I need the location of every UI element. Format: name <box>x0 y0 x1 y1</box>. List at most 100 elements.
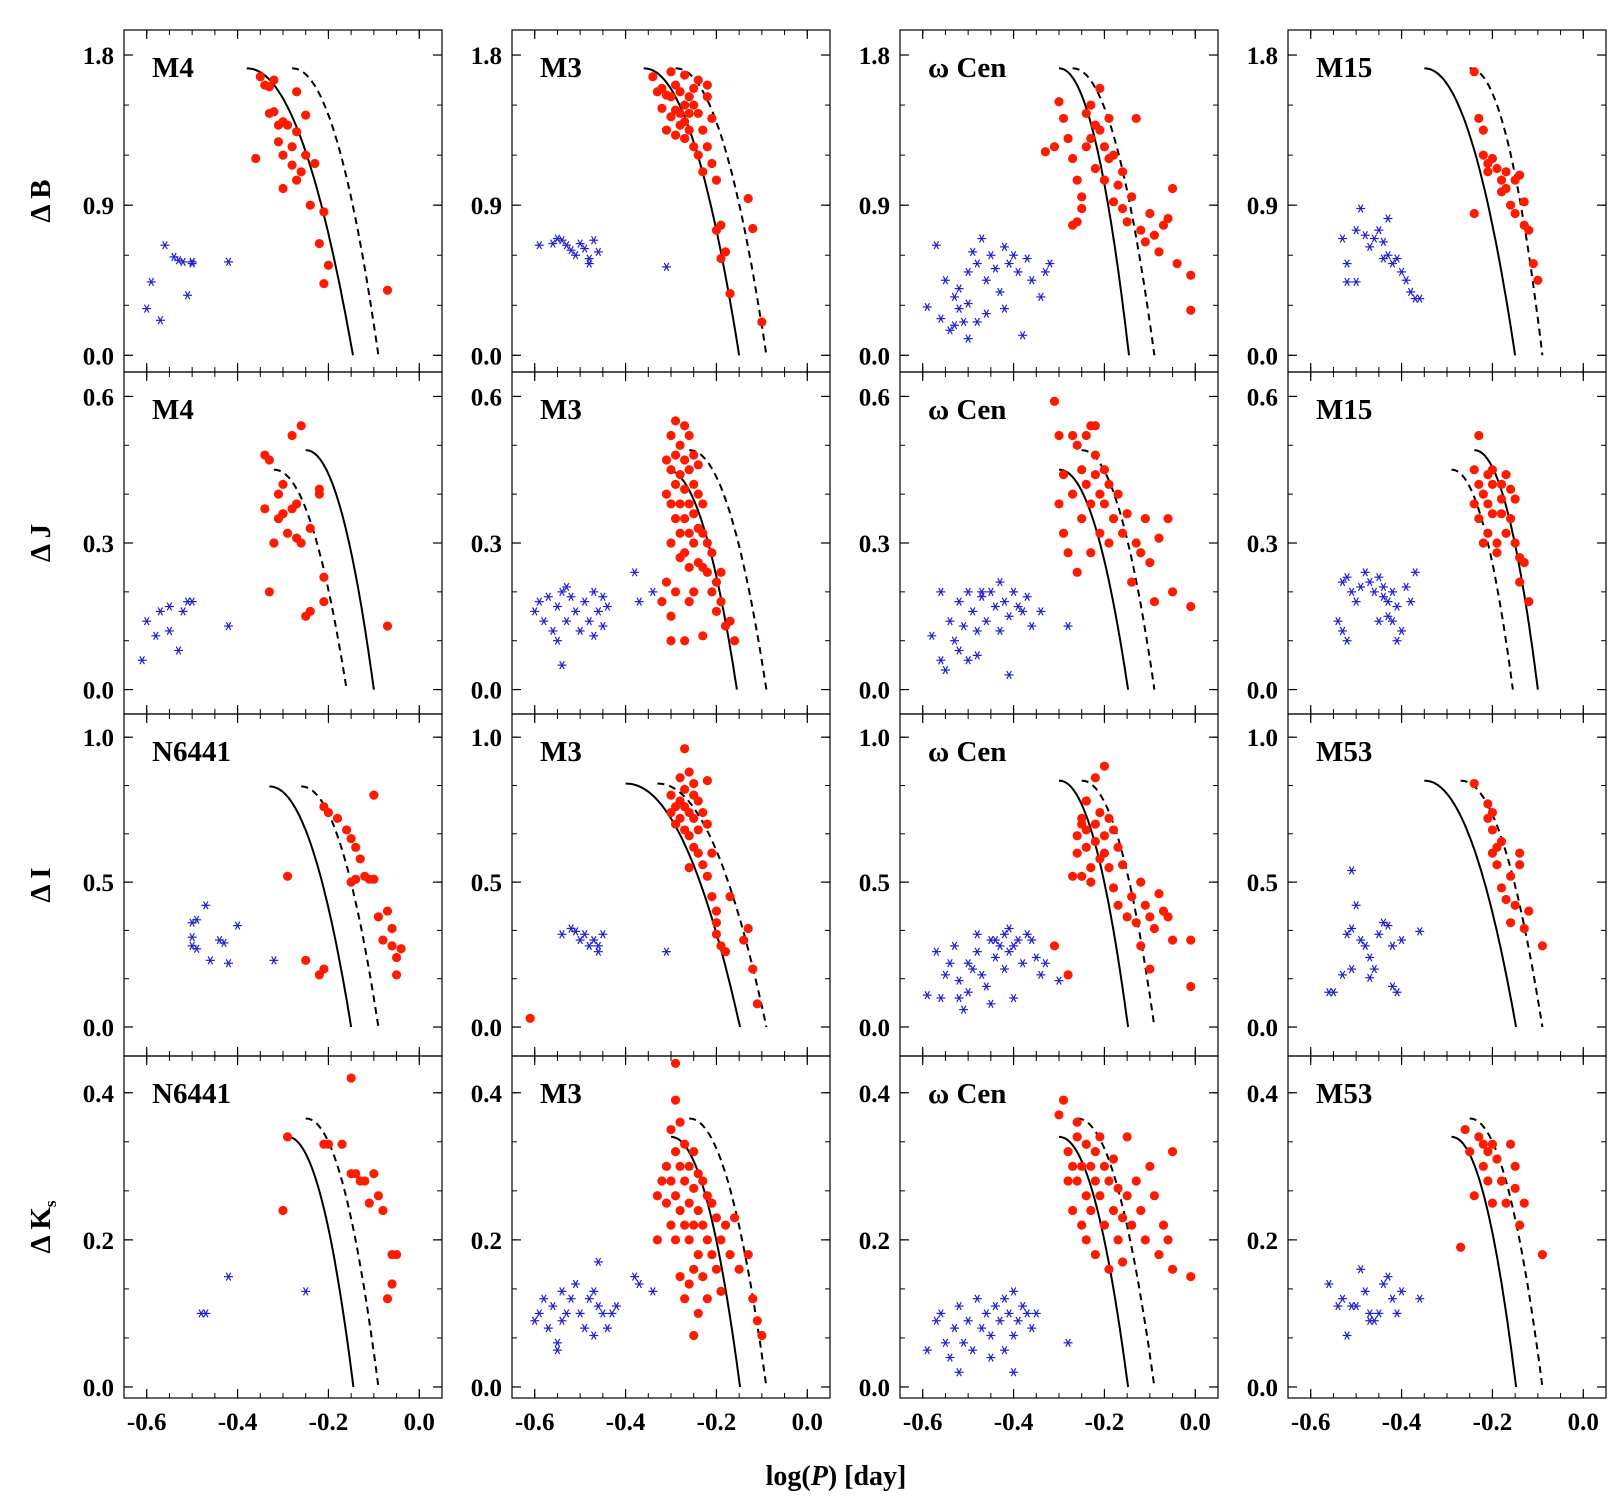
rrab-point <box>1186 1272 1196 1282</box>
rrab-point <box>1487 153 1498 164</box>
rrab-point <box>1478 538 1488 548</box>
rrc-point <box>1392 602 1402 611</box>
rrc-point <box>1387 587 1397 597</box>
rrab-point <box>720 247 731 257</box>
rrc-point <box>963 334 973 343</box>
rrab-point <box>278 509 288 519</box>
rrab-point <box>1478 489 1488 499</box>
rrab-point <box>680 484 690 494</box>
rrab-point <box>730 1213 740 1223</box>
rrab-point <box>1140 1235 1150 1245</box>
rrab-point <box>680 133 690 144</box>
rrab-point <box>1469 1191 1479 1201</box>
x-tick-label: -0.4 <box>218 1409 258 1436</box>
y-tick-label: 0.0 <box>471 343 502 370</box>
rrab-point <box>666 1124 676 1135</box>
rrab-point <box>1090 819 1100 829</box>
rrc-point <box>1009 941 1019 951</box>
rrab-point <box>657 83 667 93</box>
rrab-point <box>287 430 297 441</box>
rrc-point <box>661 947 671 956</box>
rrab-point <box>716 220 726 230</box>
rrc-point <box>580 1323 590 1333</box>
rrab-point <box>693 1308 703 1319</box>
rrc-point <box>187 259 197 268</box>
rrc-point <box>598 1309 608 1318</box>
rrab-point <box>1136 225 1146 235</box>
rrab-point <box>1149 597 1159 607</box>
rrc-point <box>981 616 991 626</box>
rrab-point <box>1456 1242 1466 1252</box>
rrc-point <box>598 621 608 631</box>
rrab-point <box>693 1205 703 1216</box>
rrab-point <box>693 796 703 806</box>
y-tick-label: 0.5 <box>83 870 114 897</box>
rrab-point <box>292 127 302 137</box>
rrab-point <box>680 784 690 794</box>
rrab-point <box>1090 773 1100 783</box>
rrc-point <box>534 240 544 250</box>
x-tick-label: -0.4 <box>1382 1409 1422 1436</box>
rrab-point <box>1122 912 1132 922</box>
rrab-point <box>675 1205 685 1216</box>
rrc-point <box>1415 927 1425 936</box>
rrab-point <box>702 871 712 881</box>
rrab-point <box>1167 1147 1178 1157</box>
rrc-point <box>1351 1301 1361 1311</box>
rrc-point <box>968 247 978 257</box>
rrab-point <box>1113 1235 1123 1245</box>
panel-cluster-label: ω Cen <box>928 736 1006 768</box>
rrab-point <box>1154 889 1164 899</box>
rrab-point <box>1492 1154 1502 1164</box>
rrab-point <box>1072 1117 1082 1127</box>
panel-r1-c1: 0.0 0.9 1.8 M4 <box>83 29 443 373</box>
rrab-point <box>661 125 672 135</box>
y-tick-label: 0.3 <box>859 531 890 558</box>
rrc-point <box>999 242 1009 252</box>
rrc-point <box>634 1279 644 1289</box>
rrc-point <box>1004 670 1014 680</box>
y-tick-label: 0.0 <box>1247 343 1278 370</box>
rrc-point <box>1392 1309 1402 1318</box>
rrc-point <box>1360 1287 1370 1296</box>
rrab-point <box>1478 1139 1488 1149</box>
rrab-point <box>1506 871 1516 881</box>
rrc-point <box>589 1287 599 1296</box>
rrab-point <box>684 597 694 607</box>
rrab-point <box>684 499 694 509</box>
rrab-point <box>1492 860 1502 870</box>
rrab-point <box>716 1286 726 1296</box>
rrc-point <box>580 244 590 253</box>
rrab-point <box>675 499 685 509</box>
rrc-point <box>1013 935 1023 945</box>
y-tick-label: 1.0 <box>471 725 502 752</box>
rrab-point <box>657 597 667 607</box>
rrab-point <box>725 616 735 626</box>
x-tick-label: -0.6 <box>903 1409 943 1436</box>
rrab-point <box>1506 1139 1516 1149</box>
y-tick-label: 0.0 <box>83 1015 114 1042</box>
rrc-point <box>598 592 608 601</box>
rrc-point <box>1342 277 1352 287</box>
rrc-point <box>995 941 1005 951</box>
model-curve-solid <box>269 785 353 1028</box>
rrab-point <box>670 1095 681 1105</box>
rrab-point <box>1118 1213 1128 1223</box>
rrc-point <box>1004 947 1014 956</box>
rrab-point <box>1058 528 1069 538</box>
rrab-point <box>702 819 712 829</box>
panel-r3-c3: 0.0 0.5 1.0 ω Cen <box>859 713 1219 1057</box>
rrc-point <box>562 582 572 592</box>
rrc-point <box>146 277 156 287</box>
rrab-point <box>1090 470 1100 480</box>
rrc-point <box>1333 616 1343 626</box>
rrab-point <box>670 80 681 90</box>
panel-cluster-label: M15 <box>1316 394 1372 426</box>
rrab-point <box>1118 528 1128 538</box>
rrab-point <box>702 142 712 152</box>
y-tick-label: 0.0 <box>859 343 890 370</box>
rrab-point <box>689 1147 699 1157</box>
rrab-point <box>707 848 717 858</box>
panels-layer: 0.00.91.8 M40.00.91.8 M30.00.91.8 ω Cen0.00… <box>83 29 1607 1436</box>
panel-cluster-label: M4 <box>152 394 194 426</box>
